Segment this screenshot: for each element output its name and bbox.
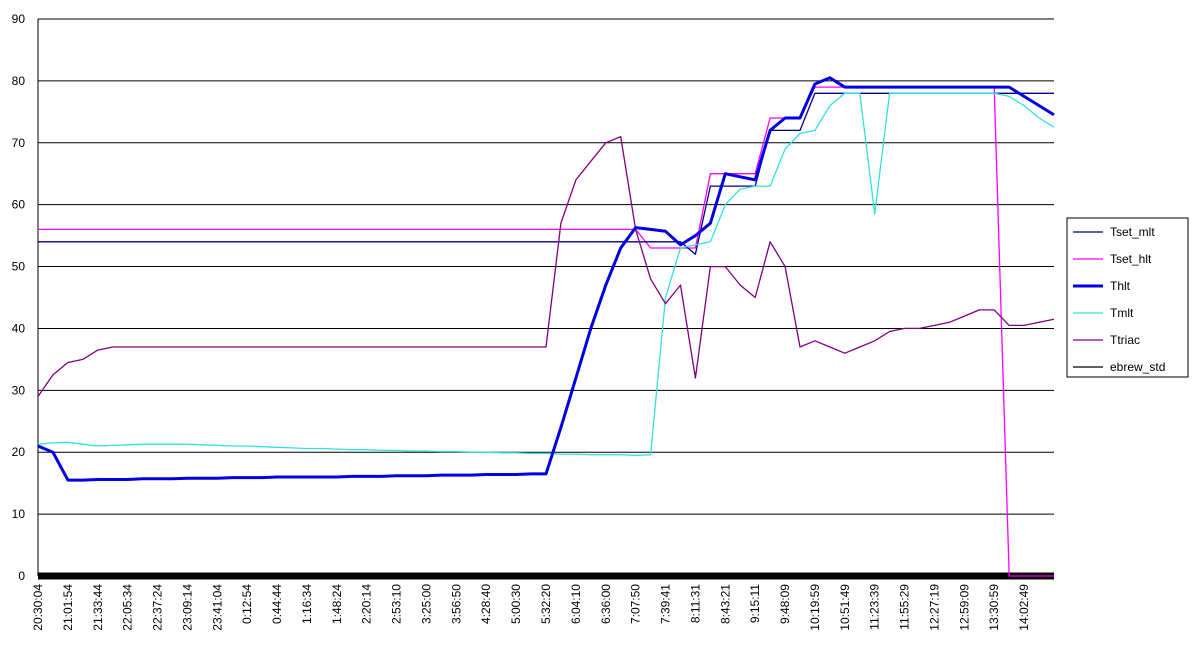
series-line <box>37 76 1055 482</box>
x-tick-label: 12:59:09 <box>957 584 971 631</box>
y-tick-label: 70 <box>12 136 26 150</box>
x-tick-label: 23:41:04 <box>210 584 224 631</box>
x-tick-label: 0:44:44 <box>270 584 284 624</box>
y-tick-label: 50 <box>12 260 26 274</box>
x-tick-label: 13:30:59 <box>987 584 1001 631</box>
series-line <box>38 86 1054 577</box>
x-tick-label: 3:25:00 <box>419 584 433 624</box>
x-tick-label: 9:15:11 <box>748 584 762 623</box>
legend-label: Tset_hlt <box>1110 252 1152 266</box>
x-tick-label: 1:16:34 <box>300 584 314 624</box>
x-tick-label: 5:32:20 <box>539 584 553 624</box>
x-tick-label: 8:11:31 <box>688 584 702 623</box>
x-tick-label: 10:51:49 <box>838 584 852 631</box>
x-tick-label: 7:07:50 <box>629 584 643 624</box>
x-tick-label: 11:55:29 <box>898 584 912 630</box>
x-tick-label: 11:23:39 <box>868 584 882 630</box>
x-tick-label: 9:48:09 <box>778 584 792 624</box>
x-tick-label: 22:05:34 <box>121 584 135 631</box>
y-tick-label: 20 <box>12 445 26 459</box>
x-tick-label: 3:56:50 <box>449 584 463 624</box>
y-tick-label: 10 <box>12 507 26 521</box>
series-line <box>38 92 1054 255</box>
legend-label: Tmlt <box>1110 306 1134 320</box>
x-tick-label: 22:37:24 <box>151 584 165 631</box>
legend-label: ebrew_std <box>1110 360 1165 374</box>
x-tick-label: 6:04:10 <box>569 584 583 624</box>
series-line <box>37 135 1055 397</box>
x-tick-label: 5:00:30 <box>509 584 523 624</box>
x-tick-label: 4:28:40 <box>479 584 493 624</box>
legend-label: Tset_mlt <box>1110 225 1155 239</box>
x-tick-label: 23:09:14 <box>180 584 194 631</box>
x-tick-label: 21:33:44 <box>91 584 105 631</box>
x-tick-label: 12:27:19 <box>927 584 941 631</box>
x-tick-label: 1:48:24 <box>330 584 344 624</box>
series-line <box>37 92 1055 456</box>
x-tick-label: 21:01:54 <box>61 584 75 631</box>
legend-box <box>1066 217 1189 378</box>
x-tick-label: 6:36:00 <box>599 584 613 624</box>
legend-label: Thlt <box>1110 279 1131 293</box>
x-tick-label: 2:53:10 <box>390 584 404 624</box>
x-tick-label: 8:43:21 <box>718 584 732 624</box>
y-tick-label: 30 <box>12 383 26 397</box>
x-tick-label: 14:02:49 <box>1017 584 1031 631</box>
y-tick-label: 60 <box>12 198 26 212</box>
legend-label: Ttriac <box>1110 333 1140 347</box>
y-tick-label: 80 <box>12 74 26 88</box>
x-tick-label: 10:19:59 <box>808 584 822 631</box>
y-tick-label: 90 <box>12 12 26 26</box>
y-tick-label: 40 <box>12 321 26 335</box>
x-tick-label: 7:39:41 <box>659 584 673 624</box>
x-tick-label: 2:20:14 <box>360 584 374 624</box>
x-tick-label: 20:30:04 <box>31 584 45 631</box>
y-tick-label: 0 <box>18 569 25 583</box>
x-tick-label: 0:12:54 <box>240 584 254 624</box>
